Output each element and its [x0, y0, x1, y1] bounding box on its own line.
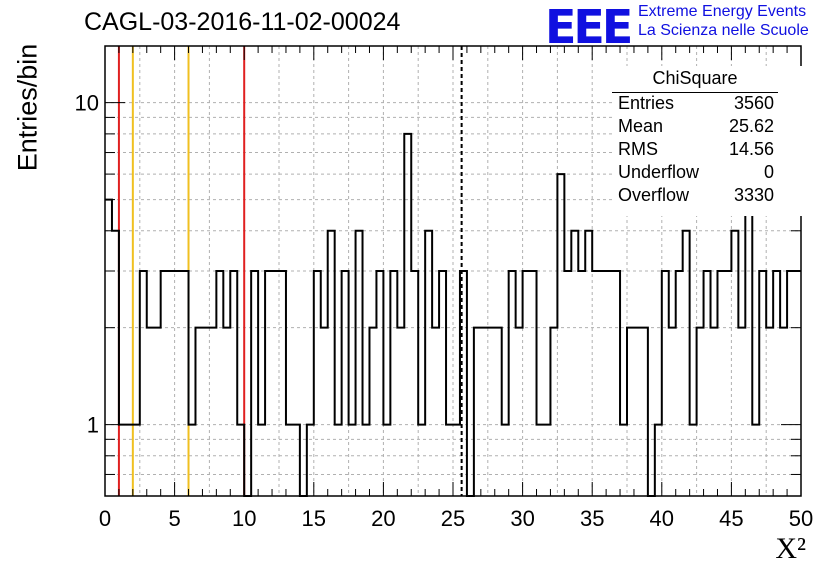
- x-tick-label: 50: [789, 506, 813, 531]
- stats-row-entries: Entries 3560: [618, 93, 774, 116]
- logo-line-2: La Scienza nelle Scuole: [638, 22, 809, 39]
- stats-key: Overflow: [618, 185, 690, 205]
- x-tick-label: 15: [302, 506, 326, 531]
- x-tick-label: 25: [441, 506, 465, 531]
- eee-logo: EEE: [545, 0, 633, 54]
- x-tick-label: 10: [232, 506, 256, 531]
- chart-title: CAGL-03-2016-11-02-00024: [84, 8, 401, 36]
- x-tick-label: 5: [168, 506, 180, 531]
- histogram-series: [105, 132, 801, 497]
- stats-value: 3560: [733, 93, 774, 113]
- x-tick-label: 35: [580, 506, 604, 531]
- stats-key: Underflow: [618, 162, 700, 182]
- stats-row-overflow: Overflow 3330: [618, 185, 774, 208]
- y-tick-label: 1: [87, 413, 99, 438]
- stats-key: Mean: [618, 116, 664, 136]
- x-tick-label: 45: [719, 506, 743, 531]
- x-tick-label: 0: [99, 506, 111, 531]
- stats-divider: [612, 92, 778, 93]
- logo-line-1: Extreme Energy Events: [638, 3, 807, 20]
- y-axis-label: Entries/bin: [12, 43, 43, 172]
- stats-value: 25.62: [728, 116, 774, 136]
- stats-value: 0: [763, 162, 774, 182]
- stats-key: RMS: [618, 139, 658, 159]
- x-axis-label: X²: [775, 532, 806, 565]
- stats-box: ChiSquare Entries 3560 Mean 25.62 RMS 14…: [612, 66, 808, 216]
- stats-row-underflow: Underflow 0: [618, 162, 774, 185]
- x-tick-label: 30: [510, 506, 534, 531]
- y-tick-label: 10: [75, 91, 99, 116]
- x-tick-label: 40: [650, 506, 674, 531]
- x-tick-label: 20: [371, 506, 395, 531]
- stats-key: Entries: [618, 93, 675, 113]
- stats-row-mean: Mean 25.62: [618, 116, 774, 139]
- stats-value: 3330: [733, 185, 774, 205]
- stats-row-rms: RMS 14.56: [618, 139, 774, 162]
- stats-title: ChiSquare: [652, 68, 738, 88]
- stats-value: 14.56: [728, 139, 774, 159]
